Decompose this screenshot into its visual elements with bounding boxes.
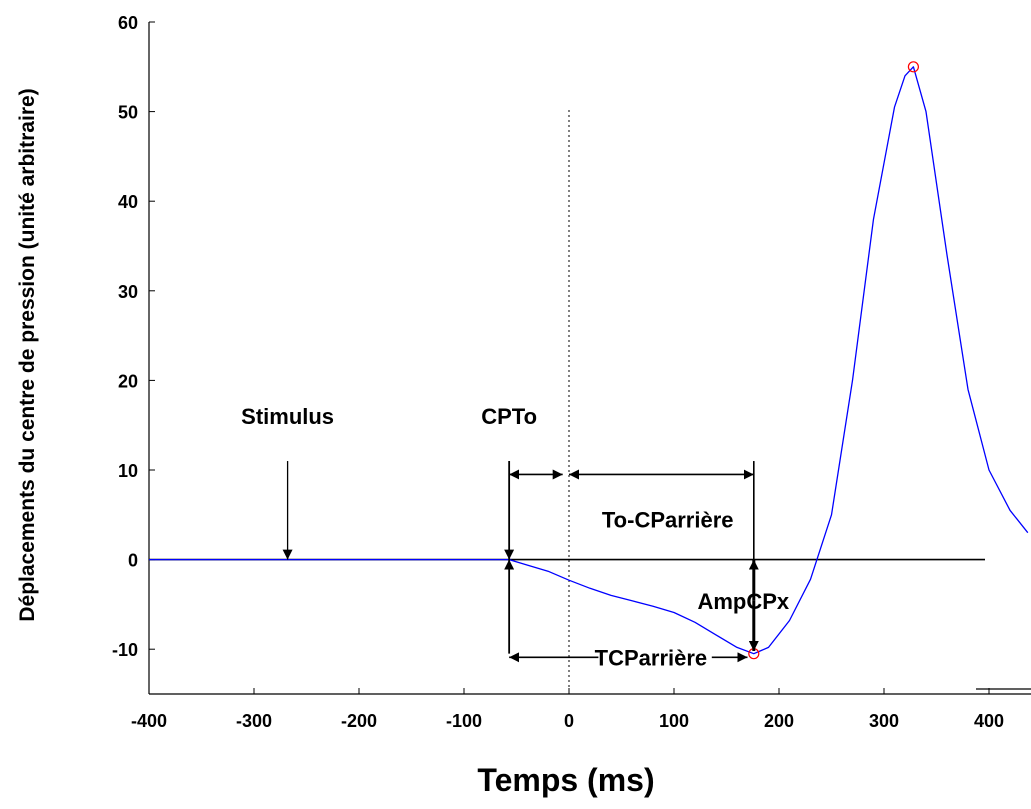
y-tick-label: 20	[118, 371, 138, 391]
y-tick-label: 30	[118, 282, 138, 302]
annotation-label: To-CParrière	[602, 507, 734, 532]
annotation-label: Stimulus	[241, 404, 334, 429]
tick-marks: -400 -300 -200 -100 0 100 200 300 400-1001020304…	[112, 13, 1004, 731]
x-tick-label: 100	[659, 711, 689, 731]
x-axis-title: Temps (ms)	[477, 762, 654, 798]
annotation-label: TCParrière	[595, 645, 708, 670]
annotation-arrows	[282, 461, 759, 663]
annotations-group: Stimulus CPTo To-CParrière AmpCPx TCParrière	[241, 404, 790, 670]
peak-marker	[907, 61, 920, 73]
axes	[148, 22, 1031, 695]
y-tick-label: 40	[118, 192, 138, 212]
annotation-label: CPTo	[481, 404, 537, 429]
reference-lines	[149, 110, 985, 694]
x-tick-label: -300	[236, 711, 272, 731]
y-tick-label: 60	[118, 13, 138, 33]
x-tick-label: -200	[341, 711, 377, 731]
annotation-label: AmpCPx	[697, 589, 789, 614]
y-tick-label: 50	[118, 103, 138, 123]
y-axis-title: Déplacements du centre de pression (unit…	[16, 88, 39, 621]
y-tick-label: -10	[112, 640, 138, 660]
y-tick-label: 10	[118, 461, 138, 481]
x-tick-label: 300	[869, 711, 899, 731]
x-tick-label: 400	[974, 711, 1004, 731]
series-group	[149, 66, 1029, 655]
x-tick-label: 0	[564, 711, 574, 731]
markers-group	[748, 61, 920, 660]
x-tick-label: -400	[131, 711, 167, 731]
series-line	[149, 66, 1029, 655]
x-tick-label: 200	[764, 711, 794, 731]
x-tick-label: -100	[446, 711, 482, 731]
y-tick-label: 0	[128, 551, 138, 571]
